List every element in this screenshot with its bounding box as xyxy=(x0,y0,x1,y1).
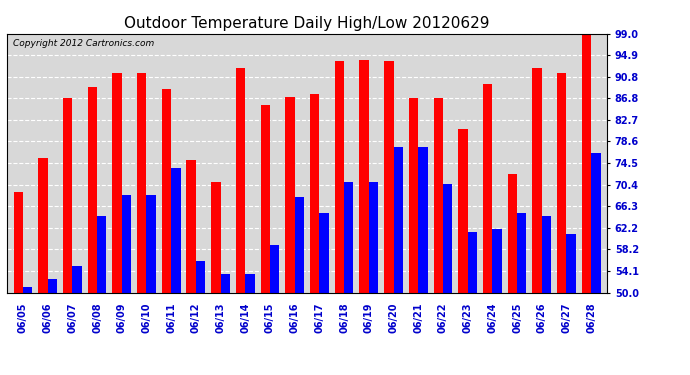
Bar xyxy=(112,74,121,292)
Bar xyxy=(443,184,453,292)
Text: Copyright 2012 Cartronics.com: Copyright 2012 Cartronics.com xyxy=(13,39,154,48)
Bar xyxy=(295,198,304,292)
Bar xyxy=(221,274,230,292)
Bar xyxy=(344,182,353,292)
Bar xyxy=(161,89,171,292)
Bar xyxy=(517,213,526,292)
Bar xyxy=(508,174,517,292)
Bar xyxy=(63,98,72,292)
Bar xyxy=(196,261,205,292)
Bar xyxy=(236,68,245,292)
Bar xyxy=(393,147,403,292)
Bar xyxy=(23,287,32,292)
Bar xyxy=(566,234,576,292)
Bar xyxy=(72,266,81,292)
Bar xyxy=(88,87,97,292)
Bar xyxy=(433,98,443,292)
Bar xyxy=(146,195,156,292)
Title: Outdoor Temperature Daily High/Low 20120629: Outdoor Temperature Daily High/Low 20120… xyxy=(124,16,490,31)
Bar xyxy=(261,105,270,292)
Bar xyxy=(458,129,468,292)
Bar xyxy=(186,160,196,292)
Bar xyxy=(270,245,279,292)
Bar xyxy=(319,213,329,292)
Bar xyxy=(483,84,493,292)
Bar xyxy=(310,94,319,292)
Bar xyxy=(245,274,255,292)
Bar xyxy=(97,216,106,292)
Bar xyxy=(418,147,428,292)
Bar xyxy=(533,68,542,292)
Bar xyxy=(384,61,393,292)
Bar xyxy=(211,182,221,292)
Bar xyxy=(369,182,378,292)
Bar xyxy=(359,60,369,292)
Bar xyxy=(591,153,600,292)
Bar xyxy=(38,158,48,292)
Bar xyxy=(335,61,344,292)
Bar xyxy=(121,195,131,292)
Bar xyxy=(582,34,591,292)
Bar xyxy=(171,168,181,292)
Bar xyxy=(542,216,551,292)
Bar xyxy=(137,74,146,292)
Bar xyxy=(409,98,418,292)
Bar xyxy=(493,229,502,292)
Bar xyxy=(48,279,57,292)
Bar xyxy=(557,74,566,292)
Bar xyxy=(468,232,477,292)
Bar xyxy=(14,192,23,292)
Bar xyxy=(285,97,295,292)
